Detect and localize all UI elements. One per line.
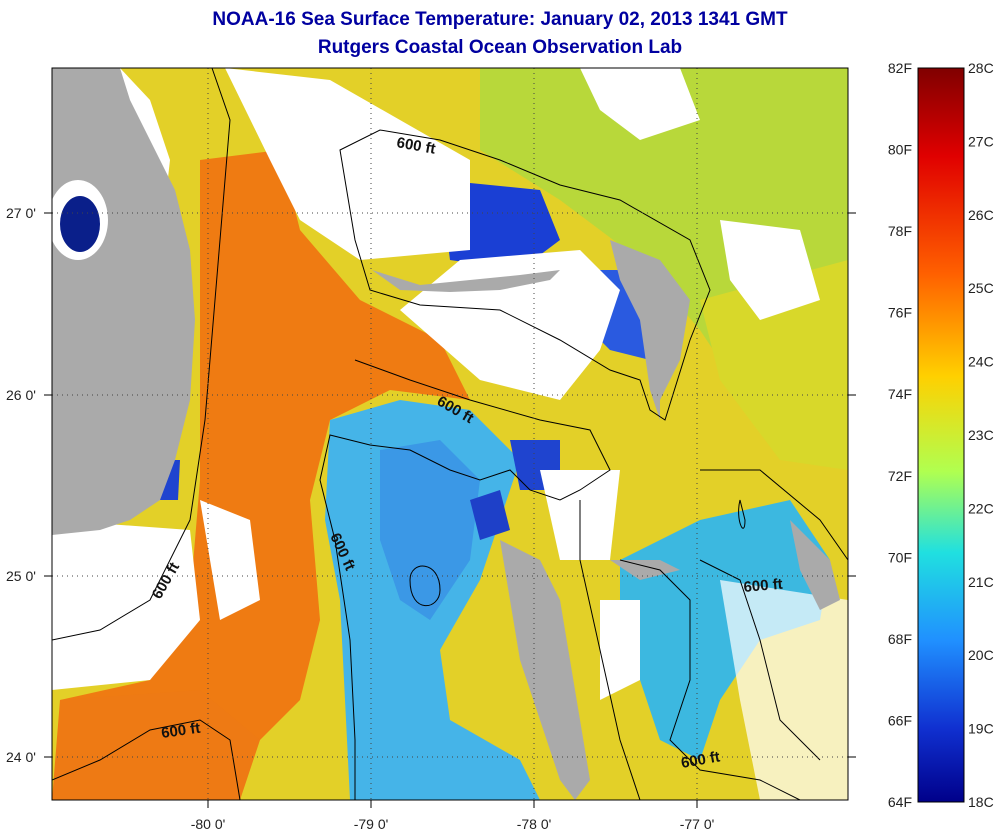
colorbar-f-label: 66F — [888, 712, 912, 728]
contour-andros-east — [579, 500, 641, 800]
colorbar-f-label: 68F — [888, 631, 912, 647]
contour-closed-loop — [409, 565, 441, 607]
cat-island-land — [790, 520, 840, 610]
colorbar-c-label: 20C — [968, 647, 994, 663]
east-shelf-water — [700, 260, 848, 470]
contour-label-south: 600 ft — [160, 720, 201, 742]
colorbar — [917, 67, 965, 803]
lon-tick-80: -80 0' — [191, 816, 226, 832]
colorbar-c-label: 19C — [968, 721, 994, 737]
lake-okeechobee — [60, 196, 100, 252]
map-field — [52, 68, 848, 800]
gulf-stream — [60, 150, 470, 760]
colorbar-c-label: 25C — [968, 280, 994, 296]
contour-tongue-west — [319, 359, 611, 800]
colorbar-c-label: 27C — [968, 133, 994, 149]
lon-tick-77: -77 0' — [680, 816, 715, 832]
colorbar-c-label: 22C — [968, 500, 994, 516]
lat-tick-24: 24 0' — [6, 749, 36, 765]
colorbar-c-label: 21C — [968, 574, 994, 590]
cloud-east — [720, 220, 820, 320]
colorbar-f-label: 80F — [888, 142, 912, 158]
colorbar-c-label: 23C — [968, 427, 994, 443]
colorbar-c-label: 28C — [968, 60, 994, 76]
bathymetry-contours — [52, 68, 848, 800]
contour-exuma-sound — [619, 559, 801, 800]
graticule — [52, 68, 848, 800]
colorbar-f-label: 76F — [888, 305, 912, 321]
colorbar-f-label: 70F — [888, 549, 912, 565]
contour-exuma-north — [700, 469, 848, 561]
lat-tick-26: 26 0' — [6, 387, 36, 403]
colorbar-celsius-labels: 28C 27C 26C 25C 24C 23C 22C 21C 20C 19C 18C — [968, 60, 994, 810]
colorbar-f-label: 78F — [888, 223, 912, 239]
colorbar-c-label: 24C — [968, 354, 994, 370]
cloud-exuma — [600, 600, 640, 700]
abaco-land — [610, 240, 690, 420]
colorbar-c-label: 18C — [968, 794, 994, 810]
contour-little-bahama-bank — [339, 129, 711, 421]
exuma-sound-water — [620, 500, 830, 760]
lat-tick-27: 27 0' — [6, 205, 36, 221]
lon-tick-78: -78 0' — [517, 816, 552, 832]
tongue-of-ocean-water — [380, 440, 480, 620]
contour-south — [52, 719, 241, 800]
colorbar-f-label: 64F — [888, 794, 912, 810]
colorbar-f-label: 74F — [888, 386, 912, 402]
map-frame — [51, 67, 849, 801]
contour-florida — [52, 68, 231, 641]
eleuthera-land — [610, 560, 680, 580]
contour-label-southeast: 600 ft — [680, 748, 722, 772]
colorbar-fahrenheit-labels: 82F 80F 78F 76F 74F 72F 70F 68F 66F 64F — [888, 60, 912, 810]
contour-label-east: 600 ft — [743, 576, 784, 596]
lat-tick-25: 25 0' — [6, 568, 36, 584]
lon-tick-79: -79 0' — [354, 816, 389, 832]
contour-exuma-east — [699, 559, 821, 761]
colorbar-c-label: 26C — [968, 207, 994, 223]
cloud-north — [225, 68, 470, 260]
south-warm-water — [52, 690, 260, 800]
cloud-northeast — [580, 68, 700, 140]
tick-marks — [44, 212, 856, 808]
cold-patch-central — [470, 490, 510, 540]
grand-bahama-land — [372, 270, 560, 292]
contour-label-north: 600 ft — [395, 134, 437, 158]
andros-land — [500, 540, 590, 800]
cloud-southeast — [720, 580, 848, 800]
map-subtitle: Rutgers Coastal Ocean Observation Lab — [317, 37, 683, 58]
map-title: NOAA-16 Sea Surface Temperature: January… — [212, 9, 788, 30]
contour-small-loop — [738, 499, 746, 529]
colorbar-f-label: 82F — [888, 60, 912, 76]
cloud-straits — [200, 500, 260, 620]
cloud-florida-keys — [52, 520, 200, 690]
colorbar-f-label: 72F — [888, 468, 912, 484]
